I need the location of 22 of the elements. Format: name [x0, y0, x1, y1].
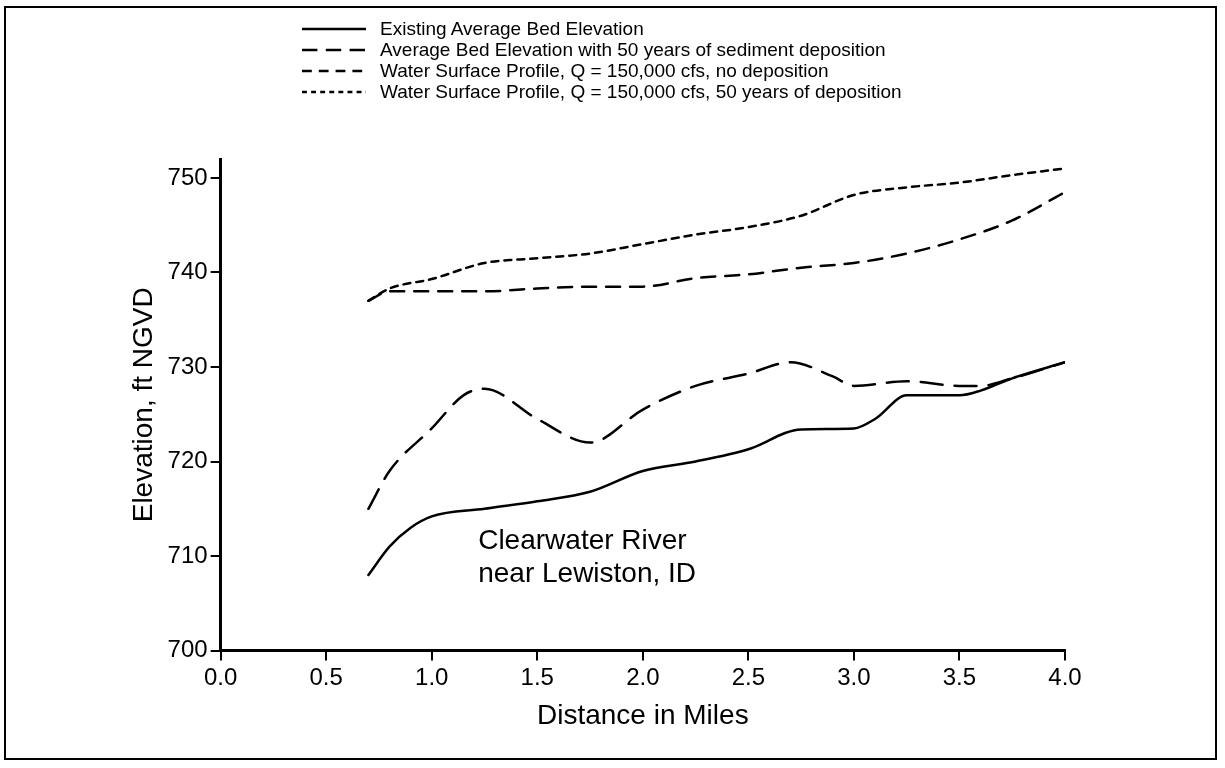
x-tick-label: 2.0: [626, 662, 660, 690]
y-axis-title: Elevation, ft NGVD: [126, 287, 158, 523]
y-tick-label: 710: [167, 540, 208, 568]
x-tick-label: 0.0: [203, 662, 238, 690]
legend-label: Water Surface Profile, Q = 150,000 cfs, 50 years of deposition: [380, 81, 902, 102]
y-tick-label: 750: [167, 162, 208, 190]
y-tick-label: 700: [167, 635, 208, 663]
annotation: Clearwater River near Lewiston, ID: [478, 522, 697, 589]
legend-label: Average Bed Elevation with 50 years of sediment deposition: [380, 39, 886, 60]
y-tick-label: 730: [167, 351, 208, 379]
y-tick-label: 740: [167, 257, 208, 285]
x-tick-label: 4.0: [1048, 662, 1082, 690]
x-axis-title: Distance in Miles: [537, 698, 749, 730]
x-tick-label: 3.0: [837, 662, 871, 690]
legend-label: Water Surface Profile, Q = 150,000 cfs, no deposition: [380, 60, 829, 81]
legend-label: Existing Average Bed Elevation: [380, 18, 644, 39]
x-tick-label: 1.0: [415, 662, 449, 690]
y-tick-label: 720: [167, 446, 208, 474]
x-tick-label: 2.5: [731, 662, 766, 690]
x-tick-label: 3.5: [942, 662, 977, 690]
x-tick-label: 1.5: [520, 662, 554, 690]
x-tick-label: 0.5: [309, 662, 343, 690]
